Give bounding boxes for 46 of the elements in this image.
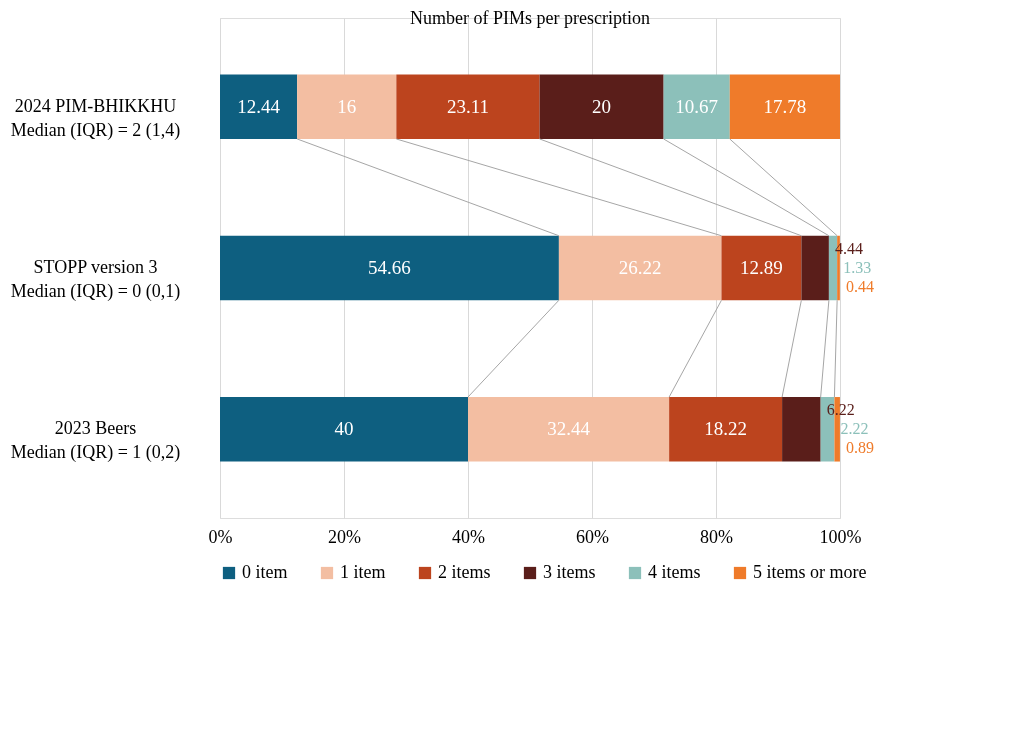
bar — [539, 74, 664, 139]
data-label: 16 — [337, 95, 357, 117]
x-tick-label: 60% — [576, 526, 609, 547]
legend-label: 3 items — [543, 562, 596, 582]
legend-label: 2 items — [438, 562, 491, 582]
bar — [396, 74, 540, 139]
bar — [669, 397, 783, 462]
bar — [801, 235, 829, 301]
x-tick-label: 0% — [208, 526, 233, 547]
legend-label: 0 item — [242, 562, 288, 582]
x-tick-label: 80% — [700, 526, 733, 547]
x-tick-label: 100% — [819, 526, 862, 547]
x-tick-label: 40% — [452, 526, 485, 547]
data-label: 17.78 — [763, 95, 807, 117]
bar — [558, 235, 722, 301]
y-tick-label: 2024 PIM-BHIKKHU Median (IQR) = 2 (1,4) — [10, 95, 181, 141]
data-label: 23.11 — [446, 95, 489, 117]
bar — [663, 74, 730, 139]
bar — [297, 74, 397, 139]
legend-label: 1 item — [340, 562, 386, 582]
bar — [220, 74, 298, 139]
y-tick-label: STOPP version 3 Median (IQR) = 0 (0,1) — [10, 257, 181, 302]
data-label: 2.22 — [840, 420, 869, 438]
legend-label: 5 items or more — [753, 562, 867, 582]
data-label: 1.33 — [843, 259, 872, 276]
bar — [782, 397, 821, 462]
data-label: 26.22 — [618, 257, 662, 278]
data-label: 18.22 — [704, 418, 747, 440]
legend-label: 4 items — [648, 562, 701, 582]
data-label: 32.44 — [547, 418, 591, 440]
y-tick-label: 2023 Beers Median (IQR) = 1 (0,2) — [10, 418, 181, 464]
chart-title: Number of PIMs per prescription — [410, 8, 650, 28]
bar — [468, 397, 670, 462]
bar — [220, 397, 468, 462]
x-tick-label: 20% — [328, 526, 361, 547]
bar — [220, 235, 559, 301]
data-label: 10.67 — [675, 95, 719, 117]
data-label: 0.89 — [845, 439, 874, 457]
data-label: 12.44 — [237, 95, 281, 117]
bar — [729, 74, 840, 139]
data-label: 12.89 — [740, 257, 783, 278]
bar — [721, 235, 802, 301]
data-label: 0.44 — [845, 278, 874, 295]
data-label: 40 — [334, 418, 354, 440]
data-label: 20 — [592, 95, 612, 117]
data-label: 54.66 — [368, 257, 411, 278]
